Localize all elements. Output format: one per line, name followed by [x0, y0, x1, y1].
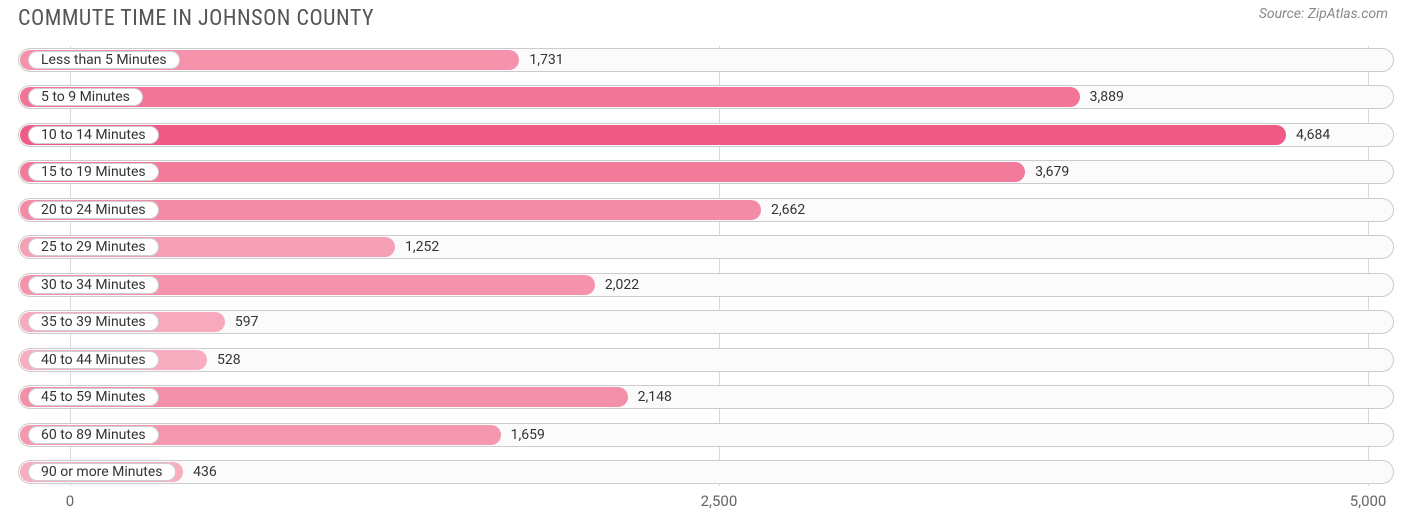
bar-row: 35 to 39 Minutes 597: [18, 308, 1394, 336]
bar-value-label: 1,252: [395, 233, 439, 261]
bar-value-label: 2,022: [595, 271, 639, 299]
category-pill: 20 to 24 Minutes: [28, 201, 159, 219]
bar-fill: [20, 87, 1080, 107]
x-axis: 0 2,500 5,000: [18, 492, 1394, 516]
category-pill: 10 to 14 Minutes: [28, 126, 159, 144]
source-value: ZipAtlas.com: [1308, 6, 1388, 22]
bar-value-label: 2,148: [628, 383, 672, 411]
header: COMMUTE TIME IN JOHNSON COUNTY Source: Z…: [0, 0, 1406, 31]
bar-fill: [20, 162, 1025, 182]
bar-series: Less than 5 Minutes 1,731 5 to 9 Minutes 3,…: [18, 46, 1394, 486]
bar-value-label: 3,679: [1025, 158, 1069, 186]
bar-fill: [20, 125, 1286, 145]
bar-row: 40 to 44 Minutes 528: [18, 346, 1394, 374]
x-tick-label: 0: [66, 492, 74, 510]
category-pill: 45 to 59 Minutes: [28, 388, 159, 406]
bar-value-label: 2,662: [761, 196, 805, 224]
bar-row: 60 to 89 Minutes 1,659: [18, 421, 1394, 449]
bar-row: 5 to 9 Minutes 3,889: [18, 83, 1394, 111]
bar-value-label: 4,684: [1286, 121, 1330, 149]
category-pill: 40 to 44 Minutes: [28, 351, 159, 369]
bar-track: [18, 460, 1394, 484]
chart-title: COMMUTE TIME IN JOHNSON COUNTY: [18, 6, 374, 31]
chart-container: COMMUTE TIME IN JOHNSON COUNTY Source: Z…: [0, 0, 1406, 522]
bar-value-label: 436: [183, 458, 217, 486]
x-tick-label: 2,500: [701, 492, 738, 510]
category-pill: 60 to 89 Minutes: [28, 426, 159, 444]
bar-value-label: 597: [225, 308, 259, 336]
category-pill: Less than 5 Minutes: [28, 51, 180, 69]
bar-row: 30 to 34 Minutes 2,022: [18, 271, 1394, 299]
source-label: Source:: [1259, 6, 1304, 22]
category-pill: 25 to 29 Minutes: [28, 238, 159, 256]
bar-row: 20 to 24 Minutes 2,662: [18, 196, 1394, 224]
plot-area: Less than 5 Minutes 1,731 5 to 9 Minutes 3,…: [18, 46, 1394, 486]
category-pill: 30 to 34 Minutes: [28, 276, 159, 294]
bar-value-label: 3,889: [1080, 83, 1124, 111]
bar-row: 10 to 14 Minutes 4,684: [18, 121, 1394, 149]
bar-row: 90 or more Minutes 436: [18, 458, 1394, 486]
bar-value-label: 1,731: [519, 46, 563, 74]
bar-row: 25 to 29 Minutes 1,252: [18, 233, 1394, 261]
bar-row: 45 to 59 Minutes 2,148: [18, 383, 1394, 411]
bar-row: Less than 5 Minutes 1,731: [18, 46, 1394, 74]
bar-value-label: 1,659: [501, 421, 545, 449]
category-pill: 35 to 39 Minutes: [28, 313, 159, 331]
x-tick-label: 5,000: [1350, 492, 1387, 510]
category-pill: 90 or more Minutes: [28, 463, 176, 481]
category-pill: 15 to 19 Minutes: [28, 163, 159, 181]
category-pill: 5 to 9 Minutes: [28, 88, 143, 106]
bar-value-label: 528: [207, 346, 241, 374]
source-attribution: Source: ZipAtlas.com: [1259, 6, 1388, 22]
bar-row: 15 to 19 Minutes 3,679: [18, 158, 1394, 186]
